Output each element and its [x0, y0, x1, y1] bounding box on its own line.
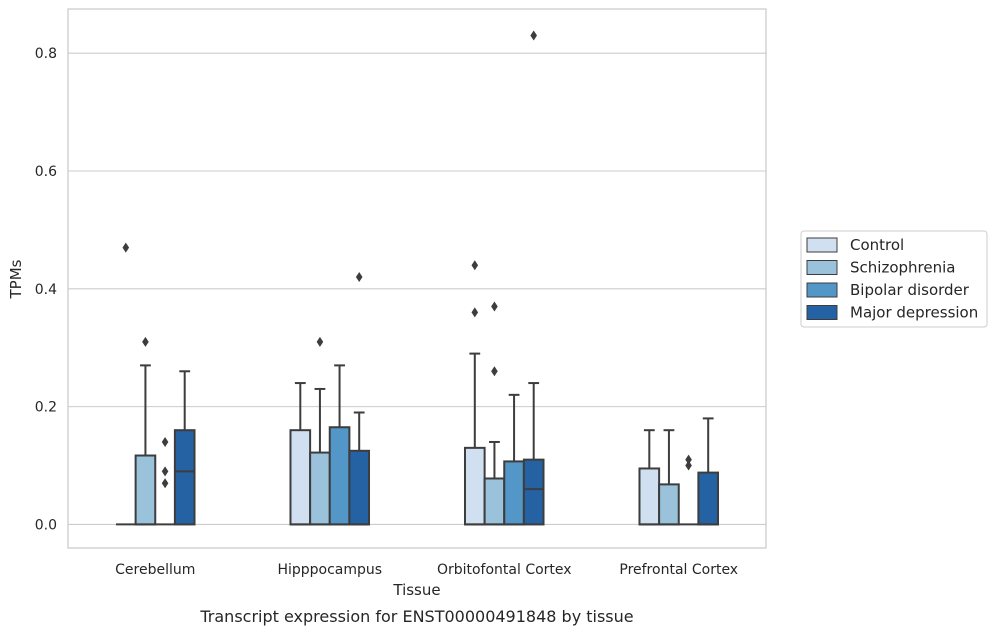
box-cerebellum-control	[115, 242, 136, 526]
x-tick-label: Cerebellum	[115, 562, 195, 578]
box-orbitofontal-cortex-major-depression	[522, 30, 545, 526]
legend-label: Major depression	[850, 304, 978, 322]
x-tick-label: Orbitofontal Cortex	[437, 562, 572, 578]
box-cerebellum-schizophrenia	[134, 336, 157, 526]
outlier-point	[161, 436, 169, 447]
box-body	[638, 467, 661, 526]
box-body	[697, 471, 720, 526]
box-prefrontal-cortex-schizophrenia	[658, 429, 680, 526]
outlier-point	[471, 260, 479, 271]
box-body	[134, 454, 157, 526]
box-prefrontal-cortex-bipolar-disorder	[678, 454, 699, 526]
box-body	[658, 483, 680, 526]
legend-swatch	[806, 237, 838, 253]
box-body	[503, 460, 525, 526]
outlier-point	[471, 307, 479, 318]
box-orbitofontal-cortex-control	[463, 260, 486, 526]
box-body	[348, 449, 371, 526]
y-tick-label: 0.2	[35, 400, 57, 416]
box-hipppocampus-schizophrenia	[309, 336, 331, 526]
y-tick-label: 0.8	[35, 46, 57, 62]
legend-swatch	[806, 305, 838, 320]
box-hipppocampus-control	[289, 382, 312, 526]
box-orbitofontal-cortex-bipolar-disorder	[503, 393, 525, 526]
outlier-point	[530, 30, 537, 41]
box-body	[289, 429, 312, 526]
grid-lines	[68, 52, 766, 525]
outlier-point	[491, 301, 498, 312]
outlier-point	[161, 478, 169, 489]
outlier-point	[491, 366, 498, 377]
box-prefrontal-cortex-control	[638, 429, 661, 526]
outlier-point	[161, 466, 169, 477]
x-axis-title: Tissue	[392, 581, 440, 599]
x-tick-labels: Cerebellum Hipppocampus Orbitofontal Corte…	[115, 562, 738, 578]
box-hipppocampus-bipolar-disorder	[328, 364, 351, 526]
box-body	[463, 446, 486, 526]
y-tick-label: 0.4	[35, 282, 57, 298]
box-groups	[115, 30, 720, 526]
legend-label: Schizophrenia	[850, 259, 955, 277]
x-tick-label: Prefrontal Cortex	[619, 562, 738, 578]
box-body	[522, 458, 545, 526]
legend-swatch	[806, 282, 838, 298]
y-tick-labels: 0.0 0.2 0.4 0.6 0.8	[35, 46, 57, 533]
legend-swatch	[806, 260, 838, 275]
outlier-point	[685, 454, 692, 465]
box-hipppocampus-major-depression	[348, 272, 371, 526]
plot-frame	[67, 8, 767, 549]
y-tick-label: 0.6	[35, 164, 57, 180]
box-cerebellum-major-depression	[173, 370, 196, 526]
legend: Control Schizophrenia Bipolar disorder Majo…	[800, 230, 988, 328]
outlier-point	[316, 336, 324, 347]
legend-frame	[800, 230, 988, 328]
box-body	[328, 426, 351, 526]
box-body	[173, 429, 196, 526]
y-axis-title: TPMs	[7, 259, 25, 299]
chart-caption: Transcript expression for ENST0000049184…	[199, 607, 633, 626]
box-body	[483, 477, 506, 526]
legend-label: Bipolar disorder	[850, 281, 970, 299]
x-tick-label: Hipppocampus	[277, 562, 382, 578]
box-orbitofontal-cortex-schizophrenia	[483, 301, 506, 526]
y-tick-label: 0.0	[35, 517, 57, 533]
box-cerebellum-bipolar-disorder	[155, 436, 175, 526]
outlier-point	[685, 460, 692, 471]
box-body	[309, 451, 331, 526]
legend-label: Control	[850, 236, 904, 254]
box-prefrontal-cortex-major-depression	[697, 417, 720, 526]
outlier-point	[142, 336, 149, 347]
outlier-point	[355, 272, 363, 283]
outlier-point	[122, 242, 130, 253]
